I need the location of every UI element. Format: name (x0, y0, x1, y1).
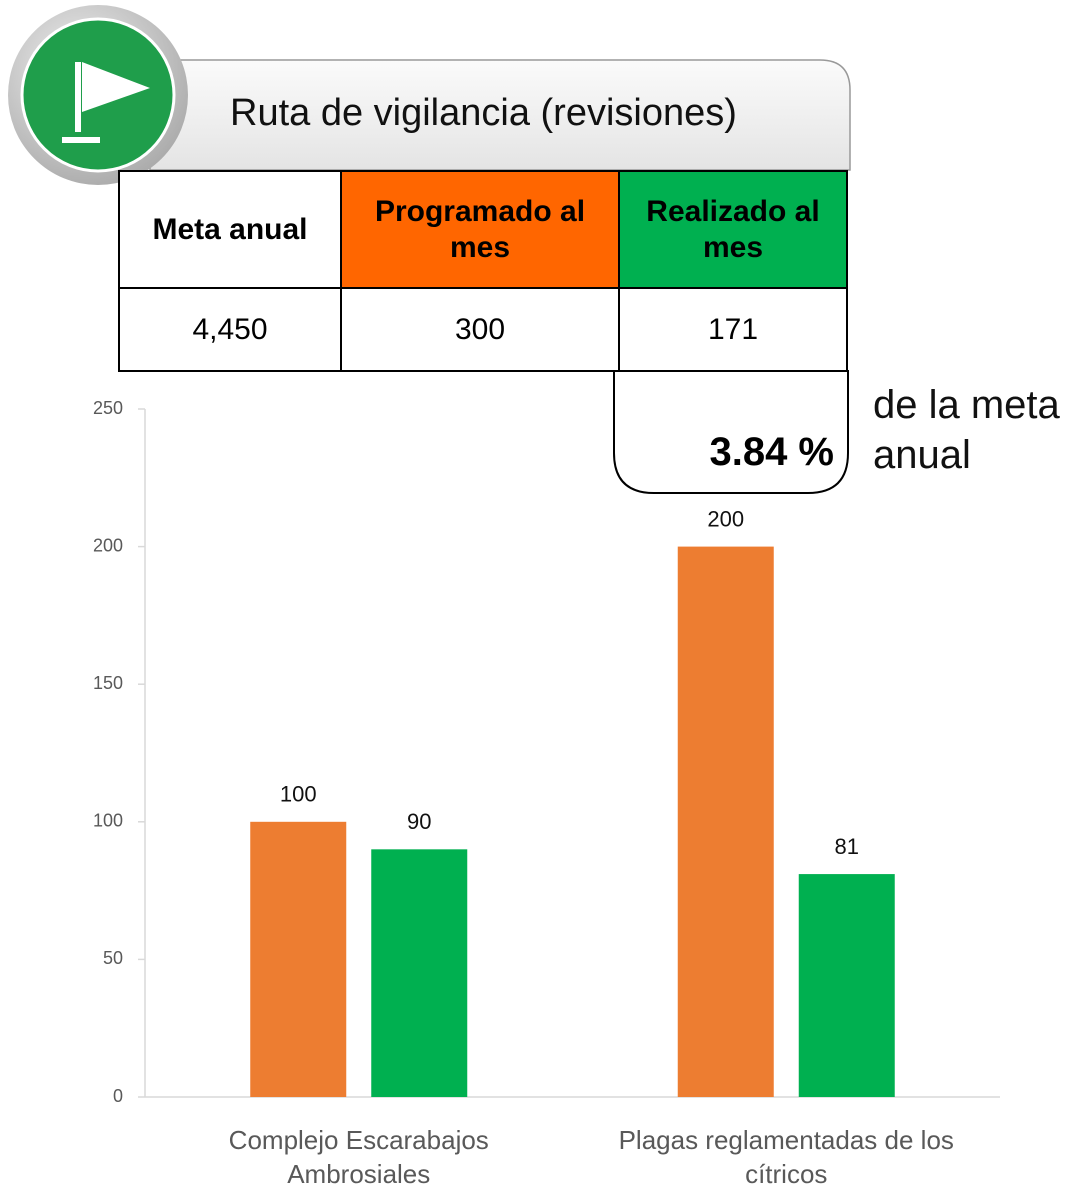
bar (677, 546, 774, 1097)
y-tick-label: 200 (93, 535, 123, 555)
title: Ruta de vigilancia (revisiones) (230, 92, 737, 134)
bar (250, 821, 347, 1097)
y-tick-label: 250 (93, 398, 123, 418)
data-label: 200 (707, 506, 744, 531)
data-label: 100 (280, 782, 317, 807)
bar (371, 849, 468, 1097)
table-header: Realizado al mes (618, 170, 848, 289)
table-header: Meta anual (118, 170, 342, 289)
table-cell: 4,450 (118, 287, 342, 372)
title-box (149, 59, 851, 171)
chart: 0 50 100 150 200 250 100 90 200 81 (93, 398, 1000, 1106)
x-tick-label: Plagas reglamentadas de los cítricos (618, 1125, 954, 1189)
y-tick-label: 50 (103, 948, 123, 968)
y-tick-label: 0 (113, 1086, 123, 1106)
summary-table: Meta anual Programado al mes Realizado a… (118, 170, 848, 372)
percent-note: de la meta anual (873, 383, 1060, 477)
table-header: Programado al mes (340, 170, 620, 289)
y-tick-label: 150 (93, 673, 123, 693)
table-cell: 300 (340, 287, 620, 372)
data-label: 90 (407, 809, 431, 834)
icon-pole (62, 62, 100, 143)
icon-flag (82, 62, 150, 112)
percent-box (613, 370, 849, 494)
table-cell: 171 (618, 287, 848, 372)
percent: 3.84 % (709, 430, 834, 474)
y-tick-label: 100 (93, 811, 123, 831)
bar (798, 874, 895, 1097)
data-label: 81 (835, 834, 859, 859)
x-tick-label: Complejo Escarabajos Ambrosiales (228, 1125, 489, 1189)
